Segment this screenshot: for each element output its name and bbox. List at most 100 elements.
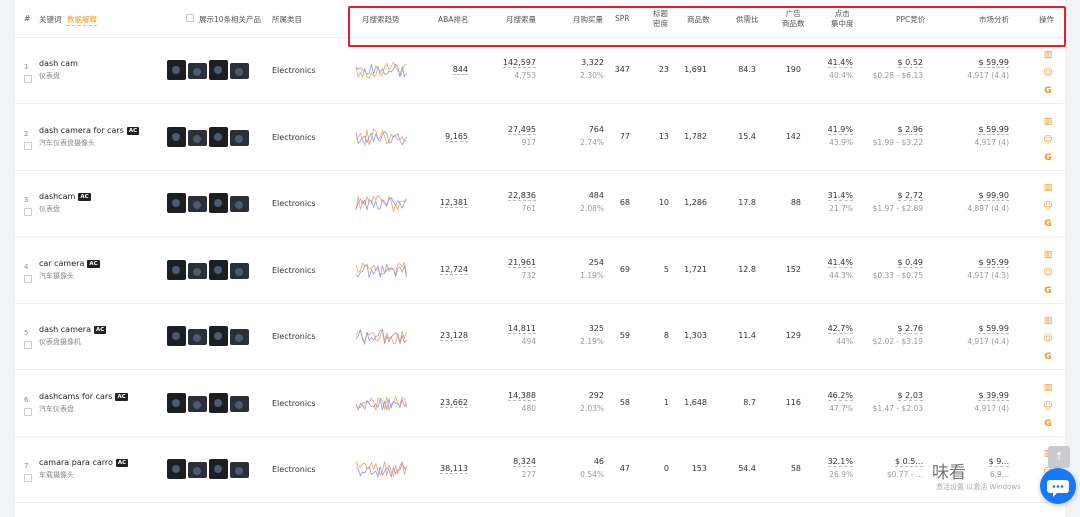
market-price[interactable]: $ 99.90: [978, 191, 1009, 201]
header-aba-rank[interactable]: ABA排名: [438, 15, 469, 24]
aba-rank[interactable]: 38,113: [440, 464, 468, 474]
bar-chart-icon[interactable]: ▥: [1043, 316, 1053, 326]
header-search-trend[interactable]: 月搜索趋势: [362, 15, 400, 24]
monthly-search[interactable]: 27,495: [508, 124, 536, 135]
aba-rank[interactable]: 844: [452, 65, 468, 75]
row-checkbox[interactable]: [24, 341, 32, 349]
google-icon[interactable]: G: [1044, 285, 1052, 296]
market-price[interactable]: $ 39.99: [978, 390, 1009, 401]
monthly-search[interactable]: 14,388: [508, 390, 536, 401]
bar-chart-icon[interactable]: ▥: [1043, 50, 1053, 60]
product-thumbnails[interactable]: [165, 189, 251, 219]
ppc-bid[interactable]: $ 2.72: [897, 191, 923, 201]
smile-icon[interactable]: ☺: [1043, 334, 1053, 344]
bar-chart-icon[interactable]: ▥: [1042, 449, 1054, 467]
row-checkbox[interactable]: [24, 208, 32, 216]
smile-icon[interactable]: ☺: [1043, 134, 1053, 145]
ppc-bid[interactable]: $ 2.96: [897, 124, 923, 135]
row-checkbox[interactable]: [24, 407, 32, 416]
click-concentration[interactable]: 31.4%: [827, 191, 853, 201]
search-trend-sparkline[interactable]: [354, 252, 409, 290]
header-ad-products[interactable]: 广告 商品数: [782, 9, 805, 29]
product-thumbnails[interactable]: [165, 322, 251, 352]
bar-chart-icon[interactable]: ▥: [1043, 116, 1053, 127]
data-explanation-link[interactable]: 数据解释: [67, 15, 97, 26]
product-thumbnails[interactable]: [165, 256, 251, 286]
search-trend-sparkline[interactable]: [354, 385, 409, 423]
header-spr[interactable]: SPR: [615, 14, 630, 23]
keyword-text[interactable]: dash camera AC: [39, 325, 107, 334]
keyword-text[interactable]: dashcam AC: [39, 192, 91, 201]
row-operations: ▥ ☺ G: [1042, 50, 1054, 104]
header-title-density[interactable]: 标题 密度: [653, 9, 668, 29]
smile-icon[interactable]: ☺: [1043, 68, 1053, 78]
google-icon[interactable]: G: [1044, 219, 1052, 229]
header-market-analysis[interactable]: 市场分析: [979, 15, 1009, 24]
header-monthly-search[interactable]: 月搜索量: [506, 15, 536, 24]
ppc-bid[interactable]: $ 0.5...: [895, 457, 923, 467]
monthly-search[interactable]: 22,836: [508, 191, 536, 201]
aba-rank[interactable]: 23,662: [440, 397, 468, 408]
click-concentration[interactable]: 41.4%: [827, 58, 853, 68]
show-products-checkbox[interactable]: [186, 14, 194, 22]
smile-icon[interactable]: ☺: [1043, 400, 1053, 411]
chat-button[interactable]: [1040, 468, 1076, 504]
ppc-bid[interactable]: $ 0.52: [897, 58, 923, 68]
search-trend-sparkline[interactable]: [354, 185, 409, 223]
google-icon[interactable]: G: [1044, 418, 1052, 429]
bar-chart-icon[interactable]: ▥: [1043, 183, 1053, 193]
click-concentration[interactable]: 32.1%: [827, 457, 853, 467]
search-trend-sparkline[interactable]: [354, 119, 409, 157]
search-trend-sparkline[interactable]: [354, 318, 409, 356]
aba-rank[interactable]: 23,128: [440, 331, 468, 341]
product-thumbnails[interactable]: [165, 56, 251, 86]
bar-chart-icon[interactable]: ▥: [1043, 382, 1053, 393]
row-checkbox[interactable]: [24, 141, 32, 150]
monthly-search[interactable]: 8,324: [513, 457, 536, 467]
product-thumbnails[interactable]: [165, 455, 251, 485]
bar-chart-icon[interactable]: ▥: [1043, 249, 1053, 260]
ppc-bid[interactable]: $ 0.49: [897, 257, 923, 268]
monthly-search[interactable]: 14,811: [508, 324, 536, 334]
row-checkbox[interactable]: [24, 75, 32, 83]
click-concentration[interactable]: 42.7%: [827, 324, 853, 334]
keyword-text[interactable]: car camera AC: [39, 259, 100, 268]
aba-rank[interactable]: 12,381: [440, 198, 468, 208]
product-thumbnails[interactable]: [165, 123, 251, 153]
google-icon[interactable]: G: [1044, 152, 1052, 163]
market-price[interactable]: $ 95.99: [978, 257, 1009, 268]
ppc-bid[interactable]: $ 2.03: [897, 390, 923, 401]
table-row: 3 dashcam AC 仪表盘 Electronics 12,381 22,836 761 4…: [15, 171, 1065, 237]
header-monthly-purchase[interactable]: 月购买量: [573, 15, 603, 24]
row-checkbox[interactable]: [24, 474, 32, 482]
monthly-search[interactable]: 21,961: [508, 257, 536, 268]
click-concentration[interactable]: 46.2%: [827, 390, 853, 401]
keyword-text[interactable]: dash camera for cars AC: [39, 126, 140, 135]
product-thumbnails[interactable]: [165, 389, 251, 419]
google-icon[interactable]: G: [1044, 86, 1052, 96]
scroll-to-top-button[interactable]: ↑: [1048, 446, 1070, 468]
market-price[interactable]: $ 59.99: [978, 324, 1009, 334]
click-concentration[interactable]: 41.9%: [827, 124, 853, 135]
market-price[interactable]: $ 9...: [988, 457, 1009, 467]
monthly-search[interactable]: 142,597: [502, 58, 536, 68]
market-price[interactable]: $ 59.99: [978, 124, 1009, 135]
aba-rank[interactable]: 9,165: [445, 131, 468, 142]
smile-icon[interactable]: ☺: [1043, 267, 1053, 278]
market-price[interactable]: $ 59.99: [978, 58, 1009, 68]
keyword-text[interactable]: camara para carro AC: [39, 458, 129, 467]
smile-icon[interactable]: ☺: [1043, 201, 1053, 211]
header-product-count[interactable]: 商品数: [687, 15, 710, 24]
click-concentration[interactable]: 41.4%: [827, 257, 853, 268]
keyword-text[interactable]: dashcams for cars AC: [39, 392, 128, 401]
keyword-text[interactable]: dash cam: [39, 59, 78, 68]
row-checkbox[interactable]: [24, 274, 32, 283]
ppc-bid[interactable]: $ 2.76: [897, 324, 923, 334]
aba-rank[interactable]: 12,724: [440, 264, 468, 275]
header-ppc-bid[interactable]: PPC竞价: [896, 15, 926, 24]
header-supply-demand[interactable]: 供需比: [736, 15, 759, 24]
search-trend-sparkline[interactable]: [354, 451, 409, 489]
header-click-concentration[interactable]: 点击 集中度: [831, 9, 854, 29]
google-icon[interactable]: G: [1044, 352, 1052, 362]
search-trend-sparkline[interactable]: [354, 52, 409, 90]
